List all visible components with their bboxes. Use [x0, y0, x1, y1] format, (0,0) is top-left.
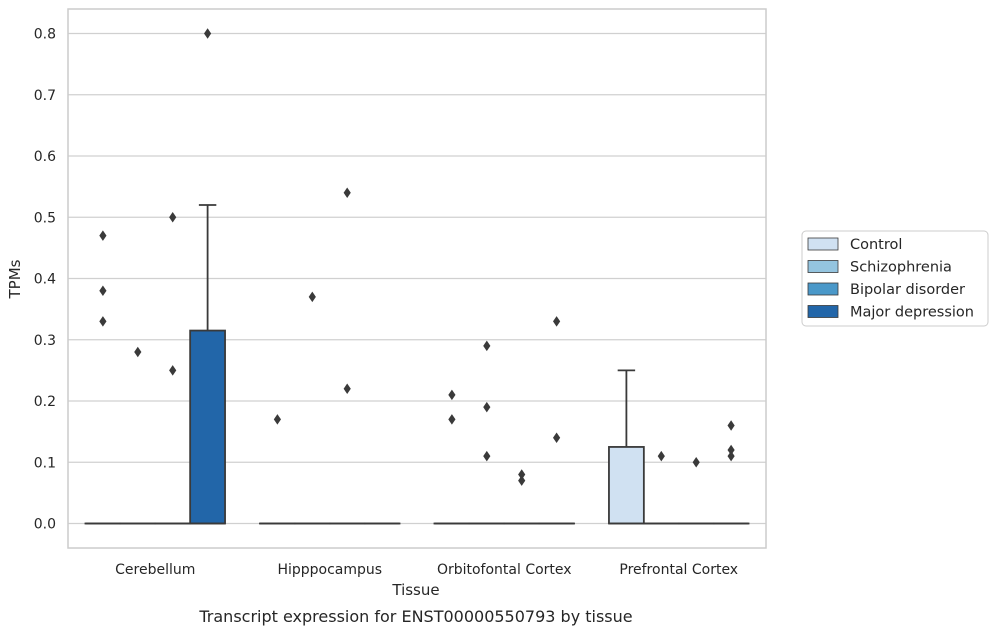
outlier-point — [518, 469, 526, 480]
outlier-point — [483, 340, 491, 352]
outlier-point — [308, 291, 316, 303]
y-tick-label: 0.0 — [34, 517, 56, 533]
y-tick-label: 0.8 — [34, 27, 56, 43]
outlier-point — [343, 187, 351, 198]
outlier-point — [448, 389, 456, 401]
box-major-depression — [189, 28, 226, 525]
box-control — [433, 389, 471, 525]
legend-swatch — [807, 282, 839, 296]
box-schizophrenia — [293, 291, 331, 525]
outlier-point — [553, 316, 561, 327]
outlier-point — [483, 450, 491, 462]
x-axis-ticks: Cerebellum Hipppocampus Orbitofontal Corte… — [115, 562, 738, 578]
box — [189, 329, 226, 525]
outlier-point — [553, 432, 561, 443]
box-bipolar-disorder — [677, 457, 715, 525]
plot-frame — [67, 8, 767, 549]
box-bipolar-disorder — [328, 187, 366, 525]
gridlines — [68, 32, 766, 525]
outlier-point — [273, 414, 281, 425]
legend-swatch — [807, 305, 839, 318]
box-bipolar-disorder — [503, 469, 541, 525]
x-tick-label: Prefrontal Cortex — [619, 562, 738, 578]
outlier-point — [343, 383, 351, 394]
outlier-point — [169, 212, 177, 223]
y-tick-label: 0.1 — [34, 455, 56, 471]
box-major-depression — [712, 420, 750, 525]
box-control — [84, 230, 122, 525]
box-major-depression — [538, 316, 575, 525]
outlier-point — [727, 450, 735, 462]
x-tick-label: Orbitofontal Cortex — [437, 562, 572, 578]
outlier-point — [99, 285, 107, 296]
y-tick-label: 0.5 — [34, 210, 56, 226]
outlier-point — [134, 346, 142, 358]
outlier-point — [99, 230, 107, 241]
box — [608, 446, 645, 525]
outlier-point — [657, 450, 665, 462]
outlier-point — [692, 457, 700, 468]
legend-swatch — [807, 237, 839, 251]
legend-frame — [801, 230, 989, 327]
x-axis-label: Tissue — [391, 581, 439, 599]
y-axis-ticks: 0.0 0.1 0.2 0.3 0.4 0.5 0.6 0.7 0.8 — [34, 27, 56, 533]
y-tick-label: 0.3 — [34, 333, 56, 349]
outlier-point — [204, 28, 212, 39]
legend-items: Control Schizophrenia Bipolar disorder Majo… — [807, 237, 974, 321]
outlier-point — [483, 401, 491, 413]
box-control — [608, 369, 645, 525]
x-tick-label: Cerebellum — [115, 562, 195, 578]
box-control — [259, 414, 296, 525]
legend-label: Bipolar disorder — [850, 282, 965, 298]
box-bipolar-disorder — [154, 212, 192, 525]
chart-caption: Transcript expression for ENST0000055079… — [198, 607, 632, 626]
box-plot-series — [84, 28, 750, 525]
outlier-point — [448, 414, 456, 425]
outlier-point — [727, 420, 735, 431]
legend-label: Major depression — [850, 305, 974, 321]
y-tick-label: 0.7 — [34, 88, 56, 104]
outlier-point — [727, 444, 735, 456]
x-tick-label: Hipppocampus — [277, 562, 382, 578]
legend-label: Schizophrenia — [850, 260, 952, 276]
y-tick-label: 0.6 — [34, 149, 56, 165]
outlier-point — [99, 316, 107, 327]
outlier-point — [518, 475, 526, 486]
legend-label: Control — [850, 237, 902, 253]
outlier-point — [169, 365, 177, 376]
legend-swatch — [807, 260, 839, 273]
y-tick-label: 0.2 — [34, 394, 56, 410]
y-tick-label: 0.4 — [34, 272, 56, 288]
y-axis-label: TPMs — [6, 259, 24, 299]
legend: Control Schizophrenia Bipolar disorder Majo… — [801, 230, 989, 327]
box-schizophrenia — [119, 346, 157, 525]
box-schizophrenia — [468, 340, 506, 525]
